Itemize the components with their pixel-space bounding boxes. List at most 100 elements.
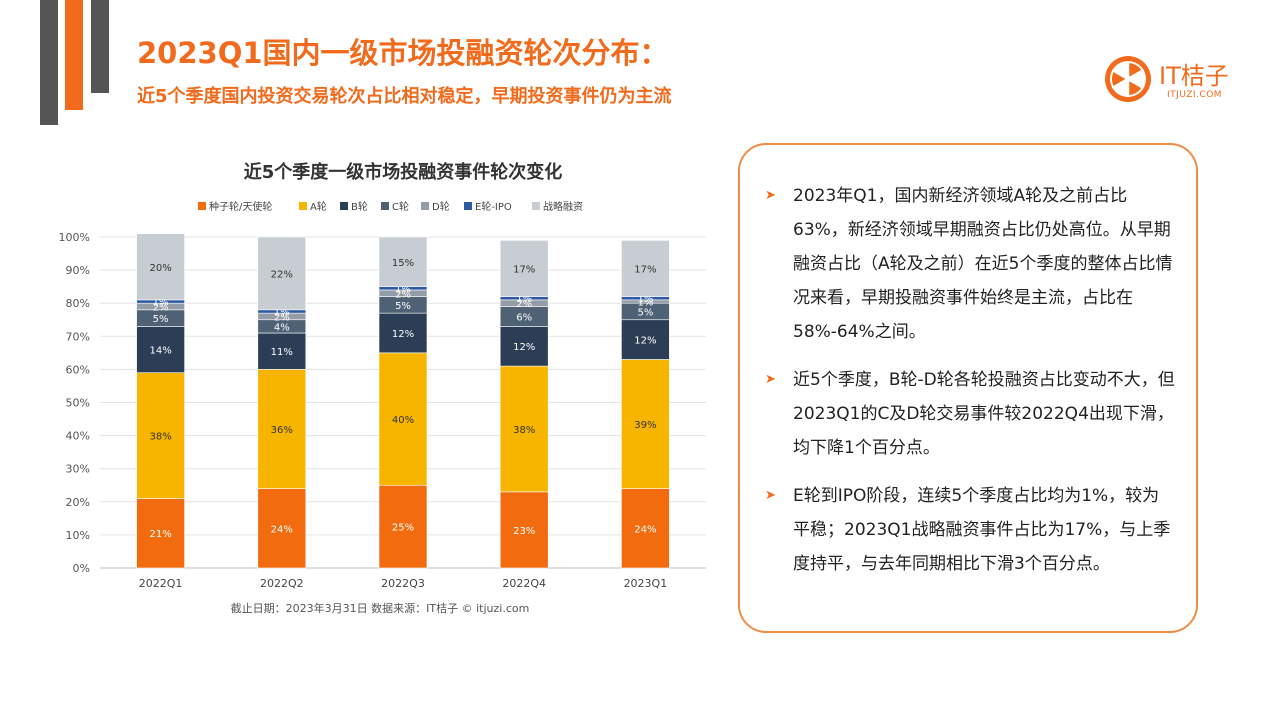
bar-segment: [378, 236, 428, 287]
x-tick-label: 2022Q4: [502, 577, 546, 590]
data-label: 11%: [271, 347, 293, 358]
y-tick-label: 40%: [66, 430, 90, 443]
data-label: 5%: [395, 301, 411, 312]
bar-segment: [621, 488, 670, 569]
x-tick-label: 2022Q2: [260, 577, 304, 590]
y-tick-label: 80%: [66, 297, 90, 310]
data-label: 20%: [149, 263, 171, 274]
page-subtitle: 近5个季度国内投资交易轮次占比相对稳定，早期投资事件仍为主流: [137, 86, 672, 107]
arrow-bullet-icon: ➤: [765, 188, 776, 203]
y-tick-label: 20%: [66, 496, 90, 509]
decor-bar-orange: [65, 0, 83, 110]
insight-panel: ➤ 2023年Q1，国内新经济领域A轮及之前占比63%，新经济领域早期融资占比仍处…: [738, 143, 1198, 633]
bar-segment: [621, 359, 670, 489]
legend-swatch: [299, 202, 307, 210]
insight-list: ➤ 2023年Q1，国内新经济领域A轮及之前占比63%，新经济领域早期融资占比仍处…: [765, 179, 1175, 595]
y-tick-label: 30%: [66, 463, 90, 476]
insight-text-1: 2023年Q1，国内新经济领域A轮及之前占比63%，新经济领域早期融资占比仍处高…: [793, 186, 1173, 342]
chart-title: 近5个季度一级市场投融资事件轮次变化: [244, 161, 563, 183]
logo-url: ITJUZI.COM: [1167, 90, 1223, 100]
decor-bar-gray-right: [91, 0, 109, 93]
data-label: 22%: [271, 269, 293, 280]
data-label: 36%: [271, 425, 293, 436]
y-tick-label: 60%: [66, 363, 90, 376]
data-label: 12%: [513, 342, 535, 353]
arrow-bullet-icon: ➤: [765, 372, 776, 387]
bar-segment: [499, 365, 549, 493]
data-label: 23%: [513, 526, 535, 537]
legend-label: D轮: [432, 200, 450, 213]
legend-swatch: [340, 202, 348, 210]
y-tick-label: 50%: [66, 397, 90, 410]
data-label: 1%: [637, 298, 653, 309]
bar-segment: [621, 319, 670, 360]
legend-swatch: [464, 202, 472, 210]
bar-segment: [257, 236, 307, 311]
bar-segment: [378, 484, 428, 569]
bar-segment: [378, 312, 428, 354]
data-label: 38%: [513, 425, 535, 436]
chart-source-note: 截止日期：2023年3月31日 数据来源：IT桔子 © itjuzi.com: [231, 601, 530, 615]
data-label: 24%: [271, 524, 293, 535]
bar-segment: [499, 326, 549, 367]
legend-swatch: [532, 202, 540, 210]
data-label: 1%: [395, 284, 411, 295]
data-label: 2%: [153, 303, 169, 314]
data-label: 2%: [395, 289, 411, 300]
legend-swatch: [421, 202, 429, 210]
data-label: 1%: [637, 294, 653, 305]
y-tick-label: 70%: [66, 330, 90, 343]
insight-text-3: E轮到IPO阶段，连续5个季度占比均为1%，较为平稳；2023Q1战略融资事件占…: [793, 486, 1171, 574]
insight-item-2: ➤ 近5个季度，B轮-D轮各轮投融资占比变动不大，但2023Q1的C及D轮交易事件…: [765, 363, 1175, 465]
itjuzi-logo: IT桔子 ITJUZI.COM: [1103, 54, 1243, 106]
legend-label: 种子轮/天使轮: [209, 200, 272, 213]
data-label: 5%: [153, 314, 169, 325]
bar-segment: [257, 369, 307, 489]
legend-label: A轮: [310, 200, 327, 213]
data-label: 17%: [634, 264, 656, 275]
legend-label: C轮: [392, 200, 409, 213]
insight-text-2: 近5个季度，B轮-D轮各轮投融资占比变动不大，但2023Q1的C及D轮交易事件较…: [793, 370, 1175, 458]
y-tick-label: 100%: [59, 231, 90, 244]
data-label: 12%: [634, 336, 656, 347]
bar-segment: [136, 372, 185, 499]
data-label: 12%: [392, 329, 414, 340]
data-label: 40%: [392, 415, 414, 426]
data-label: 25%: [392, 523, 414, 534]
y-tick-label: 10%: [66, 529, 90, 542]
bar-segment: [621, 240, 670, 297]
data-label: 2%: [274, 312, 290, 323]
data-label: 1%: [153, 298, 169, 309]
data-label: 38%: [149, 432, 171, 443]
data-label: 21%: [149, 529, 171, 540]
data-label: 5%: [637, 307, 653, 318]
arrow-bullet-icon: ➤: [765, 488, 776, 503]
data-label: 4%: [274, 322, 290, 333]
data-label: 2%: [516, 299, 532, 310]
legend-swatch: [198, 202, 206, 210]
bar-segment: [136, 326, 185, 374]
data-label: 39%: [634, 420, 656, 431]
data-label: 14%: [149, 346, 171, 357]
insight-item-1: ➤ 2023年Q1，国内新经济领域A轮及之前占比63%，新经济领域早期融资占比仍处…: [765, 179, 1175, 349]
legend-label: B轮: [351, 200, 368, 213]
data-label: 24%: [634, 524, 656, 535]
data-label: 15%: [392, 258, 414, 269]
x-tick-label: 2022Q3: [381, 577, 425, 590]
data-label: 17%: [513, 264, 535, 275]
bar-segment: [378, 352, 428, 486]
insight-item-3: ➤ E轮到IPO阶段，连续5个季度占比均为1%，较为平稳；2023Q1战略融资事件…: [765, 479, 1175, 581]
data-label: 6%: [516, 312, 532, 323]
x-tick-label: 2022Q1: [139, 577, 183, 590]
logo-text: IT桔子: [1159, 62, 1229, 90]
decor-bar-gray-left: [40, 0, 58, 125]
page-title: 2023Q1国内一级市场投融资轮次分布：: [137, 36, 669, 70]
bar-segment: [257, 488, 307, 569]
bar-segment: [499, 240, 549, 297]
bar-segment: [136, 233, 185, 301]
legend-swatch: [381, 202, 389, 210]
data-label: 1%: [274, 307, 290, 318]
data-label: 1%: [516, 294, 532, 305]
y-tick-label: 90%: [66, 264, 90, 277]
